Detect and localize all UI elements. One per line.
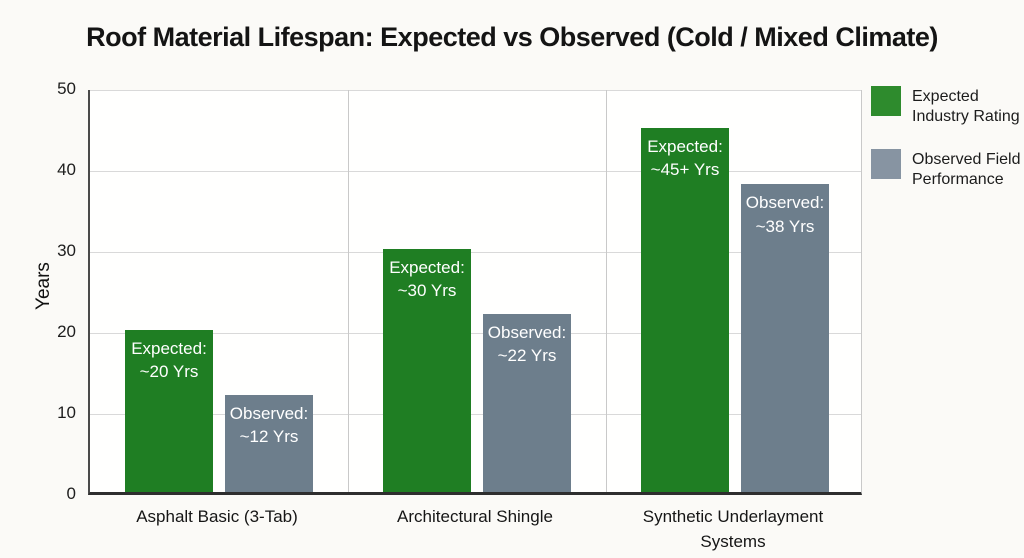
chart-title: Roof Material Lifespan: Expected vs Obse… <box>86 22 938 52</box>
gridline-y-20 <box>90 332 861 334</box>
legend-item-label: Observed Field Performance <box>912 151 1021 188</box>
legend-item-expected: Expected Industry Rating <box>871 86 1021 127</box>
gridline-y-40 <box>90 170 861 172</box>
bar-expected-1: Expected: ~20 Yrs <box>125 330 213 492</box>
bar-expected-3: Expected: ~45+ Yrs <box>641 127 729 492</box>
y-tick-label-50: 50 <box>57 79 76 98</box>
category-label-1: Asphalt Basic (3-Tab) <box>136 507 298 526</box>
x-axis-labels: Asphalt Basic (3-Tab) Architectural Shing… <box>88 505 862 555</box>
y-tick-label-40: 40 <box>57 160 76 179</box>
category-label-3: Synthetic Underlayment Systems <box>642 507 824 551</box>
bar-value-label: Observed: ~38 Yrs <box>745 193 825 236</box>
bar-observed-2: Observed: ~22 Yrs <box>483 313 571 492</box>
legend-item-observed: Observed Field Performance <box>871 149 1021 190</box>
y-tick-label-10: 10 <box>57 403 76 422</box>
expected-swatch-icon <box>871 86 901 116</box>
y-tick-label-0: 0 <box>66 484 76 503</box>
gridline-y-10 <box>90 413 861 415</box>
bar-value-label: Observed: ~22 Yrs <box>487 322 567 366</box>
gridline-y-50 <box>90 89 861 91</box>
observed-swatch-icon <box>871 149 901 179</box>
bar-value-label: Expected: ~20 Yrs <box>131 339 207 382</box>
bar-observed-3: Observed: ~38 Yrs <box>741 184 829 492</box>
y-axis-title: Years <box>33 262 54 310</box>
bar-value-label: Observed: ~12 Yrs <box>229 403 309 447</box>
legend-item-label: Expected Industry Rating <box>912 88 1020 125</box>
zone-separator-2 <box>605 90 607 492</box>
y-tick-label-30: 30 <box>57 241 76 260</box>
category-label-2: Architectural Shingle <box>397 507 553 526</box>
bar-expected-2: Expected: ~30 Yrs <box>383 249 471 492</box>
bar-observed-1: Observed: ~12 Yrs <box>225 394 313 492</box>
bar-value-label: Expected: ~45+ Yrs <box>647 136 723 179</box>
y-tick-label-20: 20 <box>57 322 76 341</box>
plot-area: Expected: ~20 Yrs Observed: ~12 Yrs Expected… <box>88 89 862 495</box>
bar-value-label: Expected: ~30 Yrs <box>389 258 465 301</box>
zone-separator-1 <box>347 90 349 492</box>
legend: Expected Industry Rating Observed Field P… <box>871 86 1021 212</box>
gridline-y-30 <box>90 251 861 253</box>
